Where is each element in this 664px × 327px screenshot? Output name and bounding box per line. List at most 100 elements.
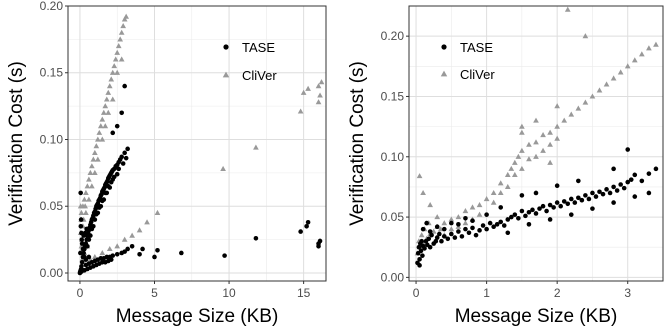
data-point-tase [554,183,560,189]
data-point-tase [427,229,433,234]
data-point-tase [83,257,89,262]
data-point-cliver [441,220,448,226]
left-chart-panel: 0 5 10 15 0.00 0.05 0.10 0.15 0.20 Message Size … [6,0,327,327]
data-point-tase [470,218,475,223]
y-tick-label: 0.15 [40,66,64,80]
legend-marker-tase [441,44,447,50]
data-point-cliver [99,116,106,122]
data-point-tase [600,191,606,197]
data-point-tase [79,237,85,242]
y-tick-label: 0.00 [381,270,405,284]
data-point-tase [94,211,99,217]
data-point-cliver [118,56,125,62]
data-point-cliver [420,189,426,196]
axis-ticks: 0 5 10 15 0.00 0.05 0.10 0.15 0.20 [40,0,311,300]
y-tick-label: 0.20 [381,29,405,43]
y-tick-label: 0.15 [381,89,405,103]
data-point-cliver [109,96,116,102]
data-point-tase [422,246,427,251]
y-tick-label: 0.10 [40,132,64,146]
right-chart-panel: 0 1 2 3 0.00 0.05 0.10 0.15 0.20 Message Size (K… [332,0,664,327]
data-point-cliver [646,45,652,51]
data-point-tase [568,196,574,202]
legend-marker-cliver [440,70,448,77]
right-scatter-chart: 0 1 2 3 0.00 0.05 0.10 0.15 0.20 Message Size (K… [347,5,664,327]
data-point-tase [519,193,525,198]
data-point-cliver [504,183,511,190]
data-point-tase [88,233,93,238]
data-point-tase [565,201,571,207]
data-point-tase [102,190,108,196]
data-point-tase [501,223,507,228]
data-point-cliver [497,180,504,186]
data-point-tase [179,250,184,256]
data-point-cliver [427,202,434,208]
data-point-cliver [144,219,150,225]
data-point-tase [604,187,609,192]
data-point-cliver [448,216,455,222]
data-point-tase [646,190,652,196]
data-point-tase [533,190,539,196]
data-point-tase [429,232,434,238]
data-point-tase [516,215,521,221]
data-point-tase [122,249,127,254]
data-point-cliver [97,123,104,129]
data-point-tase [611,184,616,190]
data-point-tase [222,253,227,258]
data-point-cliver [317,92,323,98]
data-point-tase [78,250,83,256]
data-point-tase [253,235,259,241]
data-point-tase [551,205,556,210]
data-point-tase [420,226,426,232]
grid-lines [68,5,326,281]
x-tick-label: 2 [554,286,561,300]
data-point-cliver [462,208,469,214]
data-point-tase [416,244,422,250]
data-point-tase [572,200,578,205]
plot-frame [408,5,664,282]
data-point-cliver [121,16,128,22]
data-point-tase [466,230,472,236]
data-point-cliver [515,153,522,159]
data-point-cliver [83,189,89,195]
data-point-tase [79,241,85,246]
data-point-cliver [540,147,546,153]
data-point-cliver [589,93,596,99]
data-point-tase [537,206,542,211]
data-point-cliver [638,51,645,57]
data-point-tase [424,220,429,226]
legend-label-tase: TASE [460,40,493,55]
data-point-cliver [89,163,95,169]
data-point-cliver [547,159,553,165]
data-point-cliver [99,136,106,142]
data-point-cliver [102,123,109,129]
data-point-cliver [106,83,113,89]
data-point-cliver [77,203,84,209]
data-point-tase [110,253,116,258]
data-point-cliver [519,129,525,135]
data-point-cliver [114,49,121,55]
data-point-tase [155,247,160,253]
y-tick-label: 0.20 [40,0,64,13]
data-point-tase [84,226,89,232]
data-point-cliver [490,189,497,196]
data-point-cliver [78,209,85,216]
data-point-cliver [533,139,539,145]
data-point-cliver [526,141,532,147]
data-point-cliver [315,99,322,105]
legend: TASE CliVer [222,40,277,83]
data-point-tase [152,254,157,260]
data-point-tase [491,224,496,230]
data-point-tase [81,250,86,256]
data-point-cliver [508,165,515,171]
data-point-tase [116,166,122,172]
data-point-cliver [94,136,101,142]
data-point-cliver [462,220,469,226]
data-point-cliver [533,153,539,159]
data-point-tase [120,161,126,166]
data-point-cliver [540,132,546,138]
data-point-tase [526,222,532,227]
data-point-tase [449,231,454,237]
y-tick-label: 0.10 [381,150,405,164]
x-axis-title: Message Size (KB) [455,306,618,327]
